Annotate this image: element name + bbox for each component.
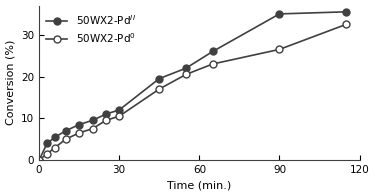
Legend: 50WX2-Pd$^{II}$, 50WX2-Pd$^{0}$: 50WX2-Pd$^{II}$, 50WX2-Pd$^{0}$ [44, 11, 138, 47]
50WX2-Pd$^{0}$ [90, 128, 95, 130]
50WX2-Pd$^{II}$ [210, 50, 215, 53]
Line: 50WX2-Pd$^{0}$: 50WX2-Pd$^{0}$ [36, 21, 350, 163]
50WX2-Pd$^{0}$ [344, 23, 348, 25]
50WX2-Pd$^{0}$ [104, 119, 108, 122]
50WX2-Pd$^{II}$ [184, 67, 188, 69]
50WX2-Pd$^{II}$ [277, 13, 282, 15]
50WX2-Pd$^{II}$ [53, 136, 57, 138]
X-axis label: Time (min.): Time (min.) [167, 181, 231, 191]
50WX2-Pd$^{0}$ [45, 153, 50, 155]
50WX2-Pd$^{0}$ [77, 132, 81, 134]
Y-axis label: Conversion (%): Conversion (%) [6, 40, 15, 125]
50WX2-Pd$^{II}$ [77, 123, 81, 126]
50WX2-Pd$^{II}$ [344, 11, 348, 13]
50WX2-Pd$^{0}$ [184, 73, 188, 76]
50WX2-Pd$^{II}$ [117, 109, 122, 111]
50WX2-Pd$^{0}$ [277, 48, 282, 51]
50WX2-Pd$^{0}$ [157, 88, 162, 90]
50WX2-Pd$^{II}$ [104, 113, 108, 115]
50WX2-Pd$^{II}$ [90, 119, 95, 122]
Line: 50WX2-Pd$^{II}$: 50WX2-Pd$^{II}$ [36, 8, 350, 163]
50WX2-Pd$^{0}$ [37, 159, 41, 161]
50WX2-Pd$^{0}$ [117, 115, 122, 117]
50WX2-Pd$^{0}$ [63, 138, 68, 140]
50WX2-Pd$^{II}$ [63, 130, 68, 132]
50WX2-Pd$^{II}$ [37, 159, 41, 161]
50WX2-Pd$^{0}$ [53, 146, 57, 149]
50WX2-Pd$^{II}$ [157, 77, 162, 80]
50WX2-Pd$^{II}$ [45, 142, 50, 144]
50WX2-Pd$^{0}$ [210, 63, 215, 65]
